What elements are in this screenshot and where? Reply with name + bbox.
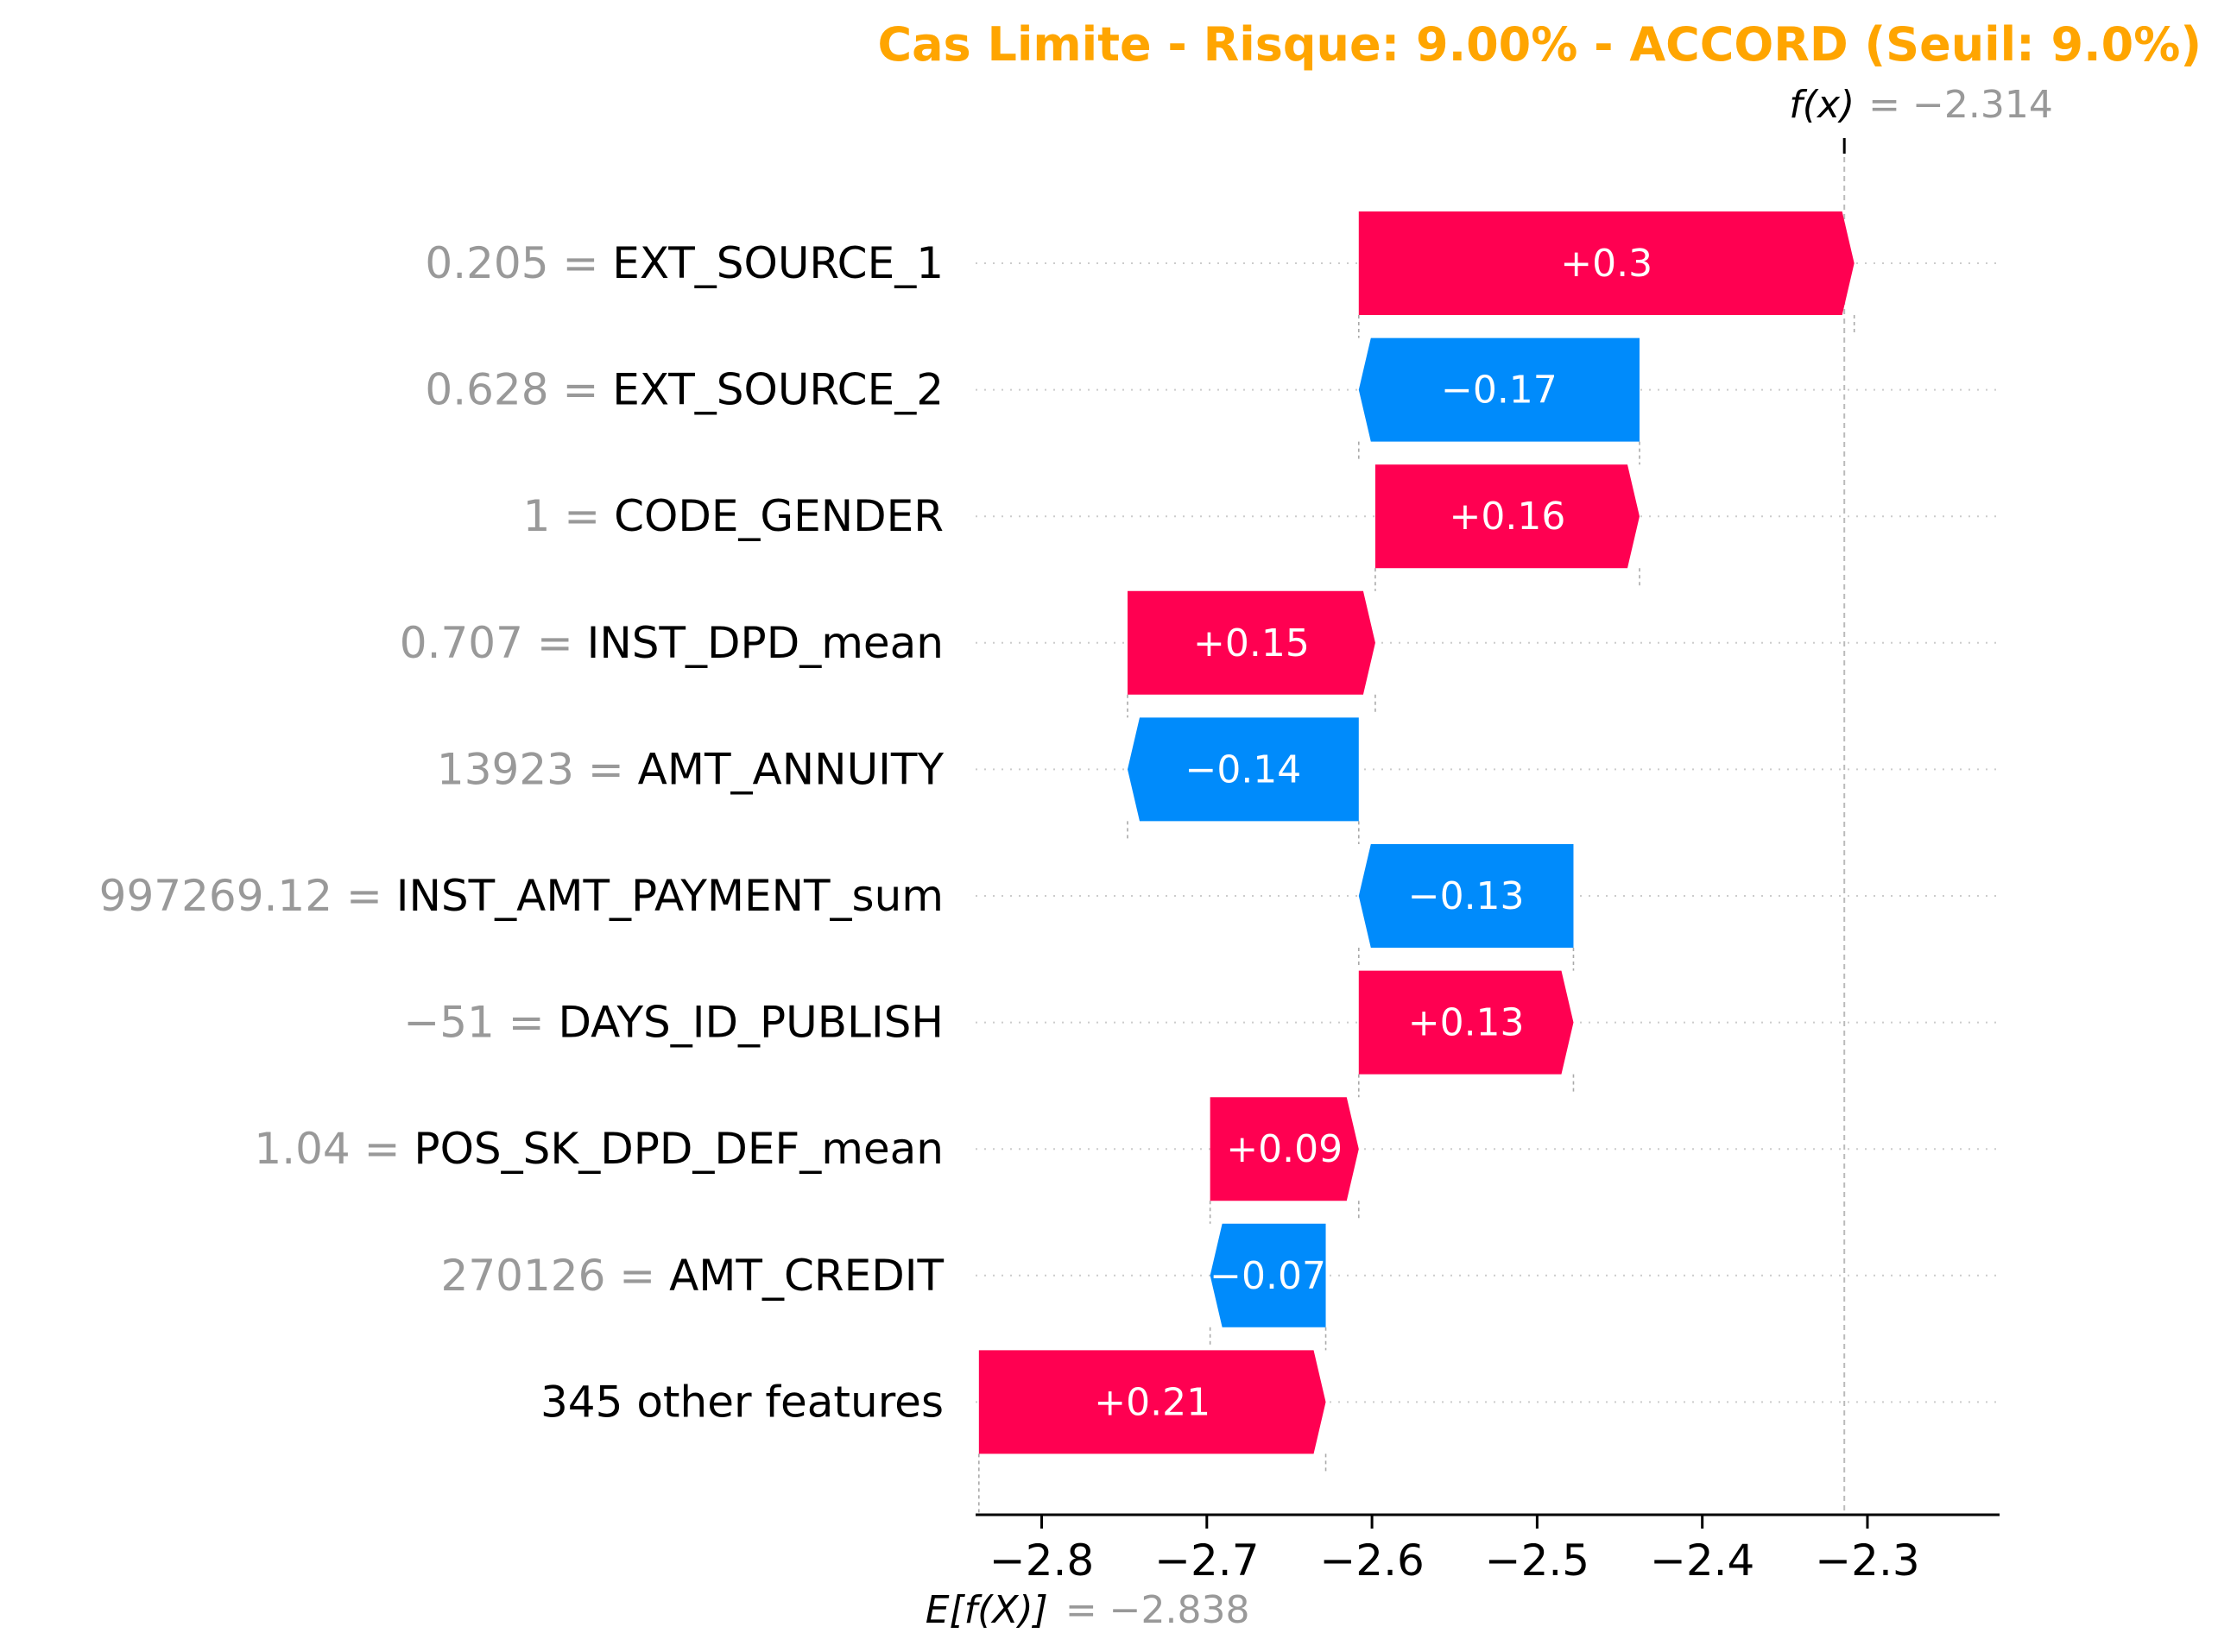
feature-label: 270126 = AMT_CREDIT xyxy=(441,1251,945,1301)
feature-value: 997269.12 xyxy=(99,871,332,921)
feature-row: +0.21 345 other features xyxy=(540,1350,2000,1515)
feature-name: EXT_SOURCE_2 xyxy=(612,365,944,415)
feature-name: DAYS_ID_PUBLISH xyxy=(559,998,944,1048)
negative-bar xyxy=(1127,717,1359,822)
feature-label: 0.628 = EXT_SOURCE_2 xyxy=(425,365,944,415)
contribution-label: −0.17 xyxy=(1441,369,1558,413)
equals-sign: = xyxy=(549,238,613,288)
feature-label: 0.707 = INST_DPD_mean xyxy=(400,618,944,668)
equals-sign: = xyxy=(523,618,587,668)
equals-sign: = xyxy=(550,491,614,541)
feature-row: −0.13 997269.12 = INST_AMT_PAYMENT_sum xyxy=(99,844,2000,971)
equals-sign: = xyxy=(332,871,396,921)
contribution-label: +0.13 xyxy=(1408,1001,1525,1045)
contribution-label: −0.07 xyxy=(1210,1254,1326,1298)
positive-bar xyxy=(978,1350,1326,1454)
positive-bar xyxy=(1127,590,1375,695)
x-tick-label: −2.7 xyxy=(1154,1535,1259,1586)
feature-value: 1 xyxy=(523,491,551,541)
feature-value: 0.205 xyxy=(425,238,548,288)
feature-row: −0.17 0.628 = EXT_SOURCE_2 xyxy=(425,337,2000,465)
positive-bar xyxy=(1210,1097,1359,1201)
contribution-label: +0.3 xyxy=(1560,242,1652,286)
x-tick-label: −2.3 xyxy=(1815,1535,1919,1586)
contribution-label: −0.14 xyxy=(1185,747,1301,791)
feature-name: AMT_CREDIT xyxy=(669,1251,944,1301)
x-axis: −2.8 −2.7 −2.6 −2.5 −2.4 −2.3 xyxy=(976,1513,2000,1586)
fx-annotation: f(x) = −2.314 xyxy=(1789,83,2053,127)
feature-row: +0.3 0.205 = EXT_SOURCE_1 xyxy=(425,211,2000,338)
positive-bar xyxy=(1374,464,1640,569)
feature-label: 345 other features xyxy=(540,1377,944,1427)
equals-sign: = xyxy=(495,998,559,1048)
feature-name: INST_DPD_mean xyxy=(587,618,944,668)
feature-label: −51 = DAYS_ID_PUBLISH xyxy=(403,998,944,1048)
plot-area: +0.3 0.205 = EXT_SOURCE_1 −0.17 0.628 = EXT… xyxy=(99,138,2000,1515)
negative-bar xyxy=(1358,844,1574,948)
efx-label: E[f(X)] xyxy=(926,1588,1048,1632)
contribution-label: −0.13 xyxy=(1408,874,1525,918)
efx-annotation: E[f(X)] = −2.838 xyxy=(926,1588,1250,1632)
feature-label: 13923 = AMT_ANNUITY xyxy=(437,744,945,794)
feature-row: −0.14 13923 = AMT_ANNUITY xyxy=(437,717,2000,844)
feature-label: 997269.12 = INST_AMT_PAYMENT_sum xyxy=(99,871,944,921)
feature-row: +0.16 1 = CODE_GENDER xyxy=(523,464,2000,591)
positive-bar xyxy=(1358,211,1855,315)
equals-sign: = xyxy=(351,1124,414,1174)
equals-sign: = xyxy=(549,365,613,415)
contribution-label: +0.21 xyxy=(1094,1380,1210,1424)
feature-label: 1 = CODE_GENDER xyxy=(523,491,944,541)
feature-name: POS_SK_DPD_DEF_mean xyxy=(414,1124,944,1174)
feature-value: 0.707 xyxy=(400,618,523,668)
feature-label: 0.205 = EXT_SOURCE_1 xyxy=(425,238,944,288)
equals-sign: = xyxy=(574,744,638,794)
feature-value: −51 xyxy=(403,998,495,1048)
x-tick-label: −2.5 xyxy=(1485,1535,1589,1586)
contribution-label: +0.09 xyxy=(1226,1127,1343,1171)
positive-bar xyxy=(1358,970,1574,1075)
feature-row: +0.09 1.04 = POS_SK_DPD_DEF_mean xyxy=(254,1097,2000,1224)
x-tick-label: −2.8 xyxy=(989,1535,1094,1586)
feature-row: +0.13 −51 = DAYS_ID_PUBLISH xyxy=(403,970,2000,1098)
x-tick-label: −2.6 xyxy=(1319,1535,1424,1586)
chart-title: Cas Limite - Risque: 9.00% - ACCORD (Seu… xyxy=(877,17,2202,72)
feature-name: 345 other features xyxy=(540,1377,944,1427)
fx-label: f(x) xyxy=(1789,83,1855,127)
feature-row: +0.15 0.707 = INST_DPD_mean xyxy=(400,590,2000,718)
negative-bar xyxy=(1358,337,1640,442)
efx-value: = −2.838 xyxy=(1065,1588,1250,1632)
contribution-label: +0.16 xyxy=(1450,495,1566,539)
feature-name: INST_AMT_PAYMENT_sum xyxy=(396,871,944,921)
x-tick-label: −2.4 xyxy=(1650,1535,1754,1586)
feature-name: AMT_ANNUITY xyxy=(638,744,945,794)
contribution-label: +0.15 xyxy=(1193,621,1310,665)
equals-sign: = xyxy=(605,1251,669,1301)
feature-row: −0.07 270126 = AMT_CREDIT xyxy=(441,1223,2000,1351)
feature-value: 1.04 xyxy=(254,1124,350,1174)
feature-label: 1.04 = POS_SK_DPD_DEF_mean xyxy=(254,1124,944,1174)
fx-value: = −2.314 xyxy=(1868,83,2053,127)
feature-value: 13923 xyxy=(437,744,574,794)
feature-name: CODE_GENDER xyxy=(614,491,944,541)
feature-name: EXT_SOURCE_1 xyxy=(612,238,944,288)
feature-value: 0.628 xyxy=(425,365,548,415)
feature-value: 270126 xyxy=(441,1251,606,1301)
negative-bar xyxy=(1210,1223,1326,1327)
